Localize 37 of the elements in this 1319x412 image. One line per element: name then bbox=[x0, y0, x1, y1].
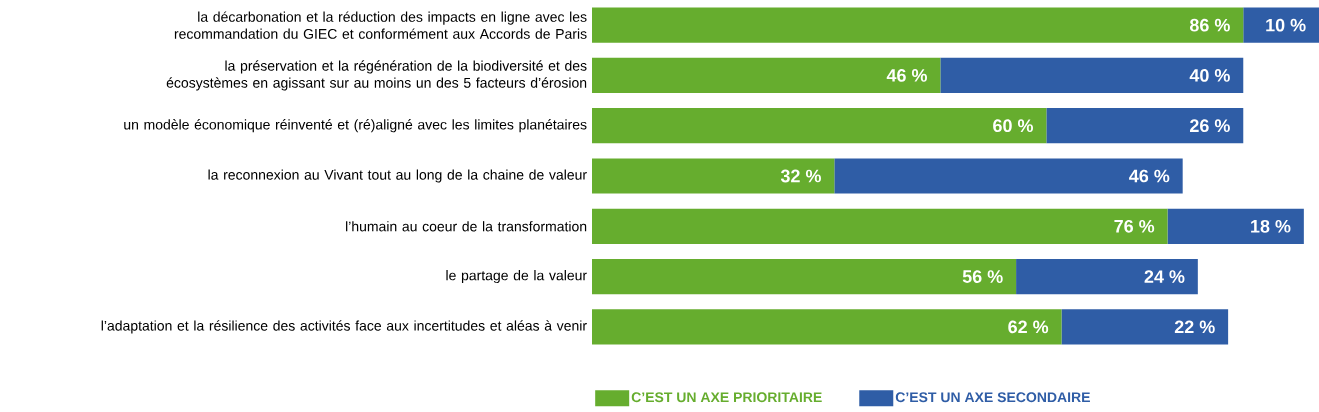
bar bbox=[592, 158, 835, 194]
bar bbox=[592, 57, 941, 94]
data-label: 76 % bbox=[1114, 219, 1155, 233]
y-tick-label: la reconnexion au Vivant tout au long de la chaine de valeur bbox=[208, 169, 587, 183]
bar bbox=[592, 309, 1062, 345]
y-tick-label: la préservation et la régénération de la biodiversité et des écosystèmes en agissant sur au moins un des 5 facteurs d’érosion bbox=[166, 60, 587, 91]
y-tick-label: l’humain au coeur de la transformation bbox=[346, 221, 587, 232]
data-label: 86 % bbox=[1189, 18, 1230, 32]
bar bbox=[940, 57, 1244, 94]
data-label: 18 % bbox=[1251, 219, 1291, 233]
y-tick-label: le partage de la valeur bbox=[446, 270, 587, 284]
bar bbox=[592, 208, 1168, 244]
data-label: 10 % bbox=[1266, 18, 1306, 32]
legend-label: C’EST UN AXE SECONDAIRE bbox=[895, 392, 1090, 403]
y-tick-label: un modèle économique réinventé et (ré)aligné avec les limites planétaires bbox=[124, 119, 587, 133]
bar bbox=[1167, 208, 1304, 244]
data-label: 46 % bbox=[886, 69, 927, 82]
legend-label: C’EST UN AXE PRIORITAIRE bbox=[631, 392, 822, 403]
data-label: 40 % bbox=[1189, 69, 1230, 82]
data-label: 24 % bbox=[1144, 270, 1185, 283]
bar bbox=[592, 7, 1244, 43]
bar bbox=[592, 258, 1017, 295]
bar bbox=[1016, 258, 1198, 295]
data-label: 56 % bbox=[962, 270, 1003, 283]
data-label: 60 % bbox=[993, 119, 1034, 133]
y-tick-label: l’adaptation et la résilience des activités face aux incertitudes et aléas à venir bbox=[101, 320, 587, 334]
bar bbox=[1046, 108, 1244, 144]
bar bbox=[592, 108, 1047, 144]
data-label: 32 % bbox=[780, 169, 821, 183]
data-label: 22 % bbox=[1174, 320, 1215, 334]
bar bbox=[1243, 7, 1319, 43]
bar bbox=[1061, 309, 1229, 345]
data-label: 62 % bbox=[1008, 320, 1049, 334]
data-label: 26 % bbox=[1190, 119, 1230, 133]
bar bbox=[834, 158, 1183, 194]
data-label: 46 % bbox=[1129, 169, 1170, 183]
y-tick-label: la décarbonation et la réduction des impacts en ligne avec les recommandation du GIEC et conformément aux Accords de Paris bbox=[174, 11, 587, 39]
